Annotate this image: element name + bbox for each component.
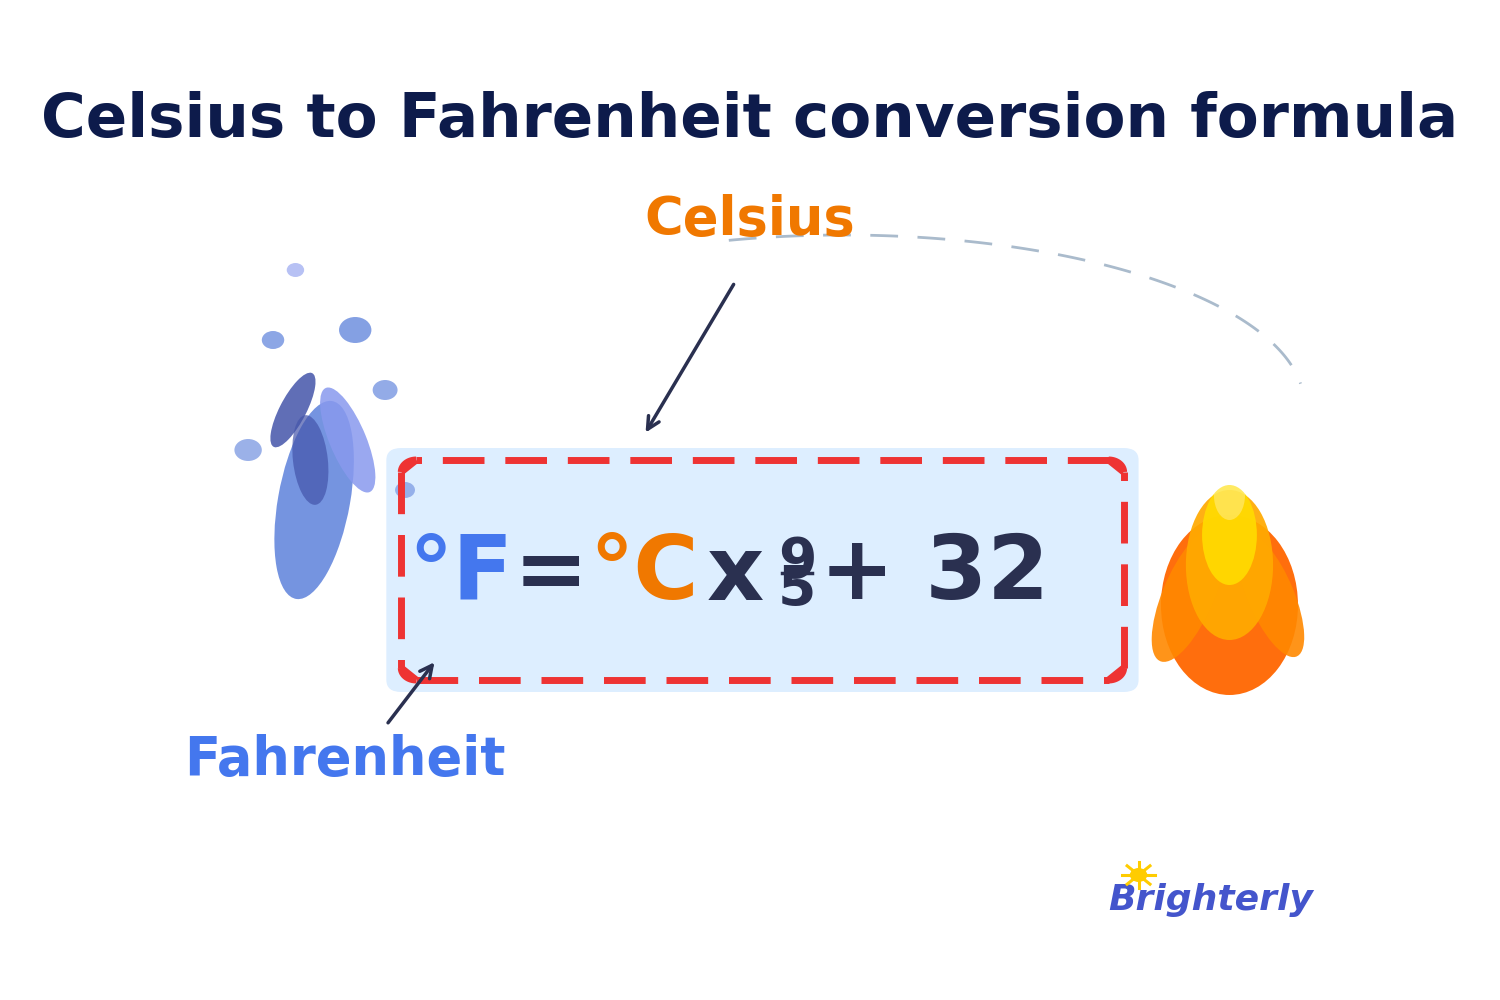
Text: Fahrenheit: Fahrenheit [184,734,506,786]
Ellipse shape [1202,485,1257,585]
Ellipse shape [1238,533,1304,657]
Text: =: = [513,532,588,618]
Text: °F: °F [408,532,513,618]
Text: Celsius to Fahrenheit conversion formula: Celsius to Fahrenheit conversion formula [42,91,1458,149]
Text: 9: 9 [778,535,816,589]
Text: Brighterly: Brighterly [1108,883,1312,917]
Ellipse shape [320,387,375,493]
FancyBboxPatch shape [387,448,1138,692]
Text: °C: °C [590,532,699,618]
Ellipse shape [1186,490,1274,640]
Circle shape [234,439,262,461]
Text: x: x [706,532,764,618]
Circle shape [394,482,416,498]
Text: 5: 5 [778,563,816,617]
Ellipse shape [292,415,328,505]
Ellipse shape [1152,528,1226,662]
Ellipse shape [1161,515,1298,695]
Circle shape [1130,868,1148,882]
Ellipse shape [274,401,354,599]
Ellipse shape [270,373,315,447]
Text: Celsius: Celsius [645,194,855,246]
Circle shape [339,317,372,343]
Ellipse shape [1214,470,1245,520]
Text: + 32: + 32 [821,532,1048,618]
Circle shape [286,263,304,277]
Circle shape [372,380,398,400]
Circle shape [262,331,284,349]
